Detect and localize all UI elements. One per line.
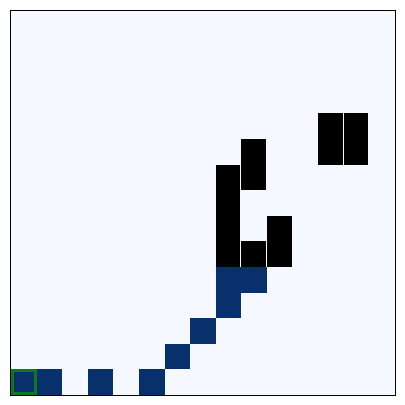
game-board bbox=[10, 10, 396, 396]
wall-cell bbox=[241, 164, 267, 191]
wall-cell bbox=[343, 139, 370, 165]
wall-cell bbox=[318, 113, 344, 139]
wall-cell bbox=[241, 139, 267, 165]
path-cell bbox=[87, 369, 114, 395]
wall-cell bbox=[267, 215, 293, 242]
path-cell bbox=[215, 267, 242, 293]
path-cell bbox=[215, 292, 242, 319]
path-cell bbox=[36, 369, 63, 395]
path-cell bbox=[164, 343, 191, 370]
wall-cell bbox=[215, 241, 242, 267]
wall-cell bbox=[215, 164, 242, 191]
path-cell bbox=[241, 267, 267, 293]
wall-cell bbox=[215, 190, 242, 216]
wall-cell bbox=[241, 241, 267, 267]
wall-cell bbox=[318, 139, 344, 165]
wall-cell bbox=[215, 215, 242, 242]
wall-cell bbox=[267, 241, 293, 267]
path-cell bbox=[139, 369, 165, 395]
wall-cell bbox=[343, 113, 370, 139]
path-cell bbox=[190, 318, 216, 344]
agent-cell bbox=[11, 369, 37, 395]
